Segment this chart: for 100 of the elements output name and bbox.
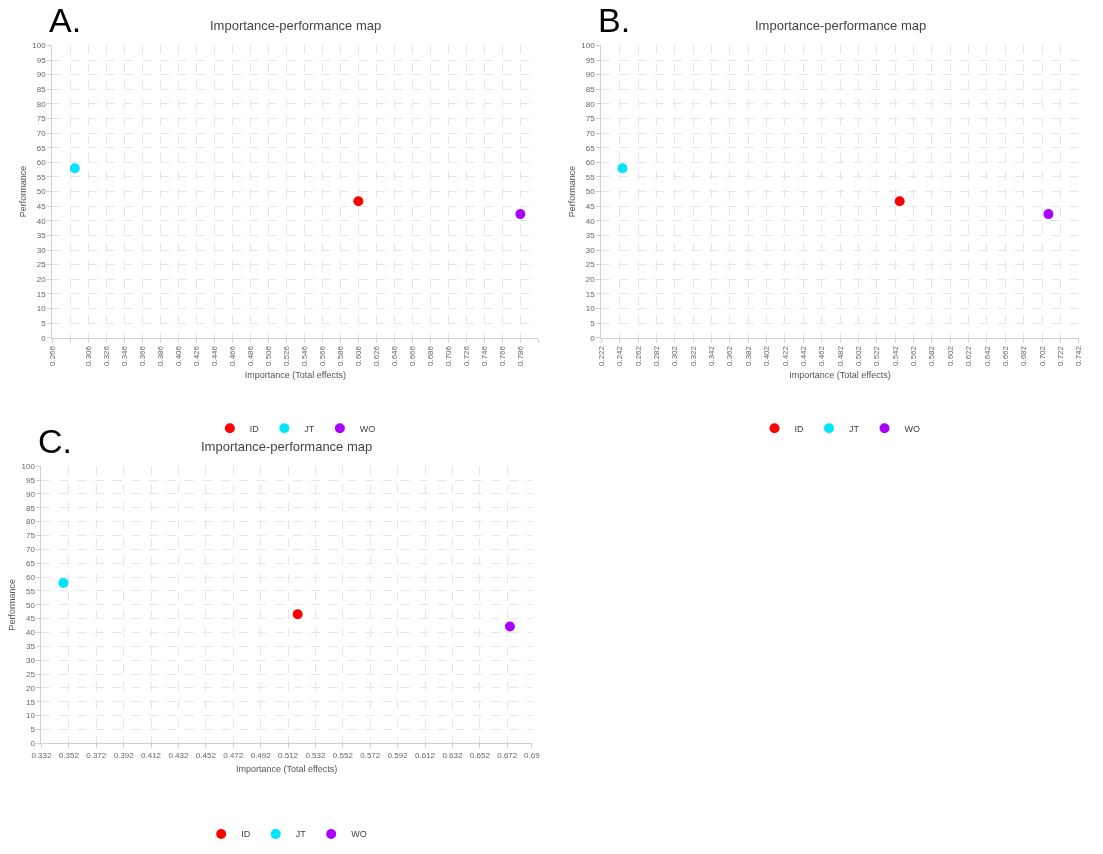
x-tick-label: 0.442 [798, 345, 808, 367]
legend-label: JT [304, 423, 315, 434]
y-tick-label: 35 [36, 231, 47, 241]
x-tick-label: 0.522 [872, 345, 882, 367]
x-tick-label: 0.222 [596, 345, 606, 367]
x-tick-label: 0.326 [101, 345, 111, 367]
x-tick-label: 0.632 [442, 750, 463, 760]
point [515, 209, 526, 220]
x-tick-label: 0.466 [227, 345, 237, 367]
y-tick-label: 15 [585, 289, 596, 299]
point [58, 577, 69, 588]
y-tick-label: 65 [585, 143, 596, 153]
y-tick-label: 80 [36, 99, 47, 109]
x-tick-label: 0.472 [223, 750, 244, 760]
x-tick-label: 0.722 [1055, 345, 1065, 367]
x-tick-label: 0.566 [317, 345, 327, 367]
y-tick-label: 35 [585, 231, 596, 241]
x-tick-label: 0.526 [281, 345, 291, 367]
y-tick-label: 55 [25, 586, 36, 596]
x-tick-label: 0.242 [615, 345, 625, 367]
x-tick-label: 0.432 [168, 750, 190, 760]
x-tick-label: 0.372 [86, 750, 107, 760]
y-tick-label: 85 [25, 503, 36, 513]
y-axis-title: Performance [17, 165, 28, 218]
y-tick-label: 70 [25, 545, 36, 555]
legend-label: WO [904, 423, 921, 434]
y-tick-label: 65 [36, 143, 47, 153]
y-tick-label: 10 [585, 304, 596, 314]
x-tick-label: 0.462 [817, 345, 827, 367]
y-tick-label: 40 [585, 216, 596, 226]
y-tick-label: 25 [585, 260, 596, 270]
y-tick-label: 60 [25, 572, 36, 582]
y-tick-label: 85 [36, 85, 47, 95]
x-tick-label: 0.512 [278, 750, 299, 760]
y-tick-label: 20 [25, 683, 36, 693]
y-tick-label: 20 [585, 275, 596, 285]
y-tick-label: 15 [36, 289, 47, 299]
x-tick-label: 0.426 [191, 345, 201, 367]
y-tick-label: 85 [585, 85, 596, 95]
x-tick-label: 0.402 [762, 345, 772, 367]
y-tick-label: 0 [590, 333, 596, 343]
y-tick-label: 40 [25, 628, 36, 638]
x-tick-label: 0.582 [927, 345, 937, 367]
x-tick-label: 0.606 [353, 345, 363, 367]
legend-label: ID [794, 423, 805, 434]
x-tick-label: 0.502 [853, 345, 863, 367]
y-tick-label: 70 [36, 128, 47, 138]
y-tick-label: 95 [25, 475, 36, 485]
point [292, 609, 303, 620]
x-tick-label: 0.586 [335, 345, 345, 367]
x-tick-label: 0.322 [688, 345, 698, 367]
y-tick-label: 80 [585, 99, 596, 109]
y-tick-label: 70 [585, 128, 596, 138]
legend-label: WO [359, 423, 376, 434]
x-tick-label: 0.412 [141, 750, 162, 760]
x-tick-label: 0.746 [479, 345, 489, 367]
y-tick-label: 5 [41, 318, 47, 328]
y-tick-label: 45 [36, 202, 47, 212]
y-tick-label: 100 [21, 462, 36, 472]
y-tick-label: 5 [590, 318, 596, 328]
x-tick-label: 0.506 [263, 345, 273, 367]
x-tick-label: 0.446 [209, 345, 219, 367]
x-tick-label: 0.742 [1074, 345, 1084, 367]
x-tick-label: 0.306 [83, 345, 93, 367]
x-tick-label: 0.452 [195, 750, 217, 760]
x-tick-label: 0.386 [155, 345, 165, 367]
x-tick-label: 0.542 [890, 345, 900, 367]
y-tick-label: 10 [25, 711, 36, 721]
x-tick-label: 0.382 [743, 345, 753, 367]
y-tick-label: 25 [25, 669, 36, 679]
y-tick-label: 50 [25, 600, 36, 610]
x-tick-label: 0.612 [415, 750, 436, 760]
text: C. [38, 422, 72, 460]
x-tick-label: 0.492 [250, 750, 272, 760]
x-tick-label: 0.362 [725, 345, 735, 367]
y-tick-label: 50 [585, 187, 596, 197]
text: B. [598, 1, 631, 39]
y-tick-label: 100 [581, 41, 596, 51]
x-tick-label: 0.686 [425, 345, 435, 367]
x-tick-label: 0.262 [633, 345, 643, 367]
y-tick-label: 95 [36, 55, 47, 65]
y-tick-label: 80 [25, 517, 36, 527]
y-tick-label: 15 [25, 697, 36, 707]
x-tick-label: 0.672 [497, 750, 518, 760]
x-tick-label: 0.652 [469, 750, 491, 760]
x-tick-label: 0.682 [1019, 345, 1029, 367]
point [504, 621, 515, 632]
point [894, 196, 905, 207]
y-tick-label: 75 [585, 114, 596, 124]
chart-title: Importance-performance map [201, 439, 373, 454]
x-tick-label: 0.282 [652, 345, 662, 367]
x-tick-label: 0.726 [461, 345, 471, 367]
x-tick-label: 0.702 [1037, 345, 1047, 367]
y-axis-title: Performance [566, 165, 577, 218]
y-tick-label: 65 [25, 559, 36, 569]
y-tick-label: 5 [30, 725, 36, 735]
x-tick-label: 0.352 [58, 750, 80, 760]
y-tick-label: 40 [36, 216, 47, 226]
y-tick-label: 100 [32, 41, 47, 51]
x-tick-label: 0.366 [137, 345, 147, 367]
